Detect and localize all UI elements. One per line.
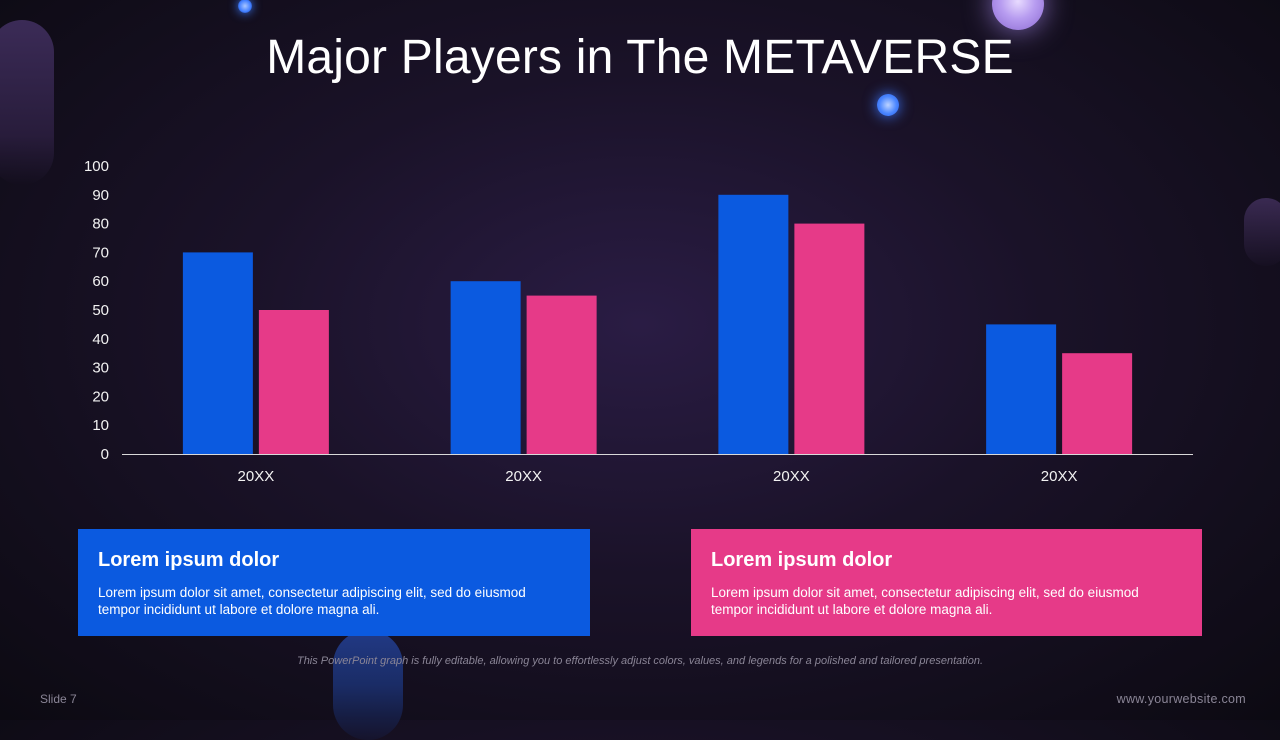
bar-series2 [1062, 353, 1133, 454]
decorative-pill-bottom [333, 630, 403, 740]
y-tick-label: 50 [92, 302, 109, 319]
x-tick-label: 20XX [773, 468, 810, 485]
bar-series1 [450, 281, 521, 454]
y-tick-label: 10 [92, 417, 109, 434]
bar-series2 [794, 223, 865, 454]
slide-number: Slide 7 [40, 692, 77, 706]
decorative-pill-right [1244, 198, 1280, 266]
info-card-pink: Lorem ipsum dolor Lorem ipsum dolor sit … [691, 529, 1202, 636]
bar-series2 [258, 310, 329, 454]
y-tick-label: 100 [84, 158, 109, 175]
card-heading: Lorem ipsum dolor [98, 549, 280, 571]
x-tick-label: 20XX [1041, 468, 1078, 485]
card-body: Lorem ipsum dolor sit amet, consectetur … [711, 585, 1139, 617]
website-url[interactable]: www.yourwebsite.com [1116, 692, 1246, 706]
slide-title: Major Players in The METAVERSE [266, 31, 1014, 84]
card-body: Lorem ipsum dolor sit amet, consectetur … [98, 585, 526, 617]
y-tick-label: 80 [92, 216, 109, 233]
decorative-orb-small [238, 0, 252, 13]
decorative-pill-left [0, 20, 54, 185]
bar-series1 [986, 324, 1057, 454]
y-tick-label: 60 [92, 273, 109, 290]
y-tick-label: 20 [92, 388, 109, 405]
y-tick-label: 30 [92, 360, 109, 377]
bar-series2 [526, 295, 597, 454]
y-tick-label: 70 [92, 244, 109, 261]
footnote: This PowerPoint graph is fully editable,… [296, 655, 984, 667]
x-tick-label: 20XX [238, 468, 275, 485]
card-heading: Lorem ipsum dolor [711, 549, 893, 571]
decorative-orb-medium [877, 94, 899, 116]
info-card-blue: Lorem ipsum dolor Lorem ipsum dolor sit … [78, 529, 590, 636]
y-tick-label: 40 [92, 331, 109, 348]
y-tick-label: 90 [92, 187, 109, 204]
bar-series1 [718, 194, 789, 455]
bar-series1 [182, 252, 253, 454]
x-tick-label: 20XX [505, 468, 542, 485]
bar-chart: 0 10 20 30 40 50 60 70 80 90 100 20XX 20XX 20XX 20XX [84, 158, 1193, 485]
y-tick-label: 0 [101, 446, 109, 463]
